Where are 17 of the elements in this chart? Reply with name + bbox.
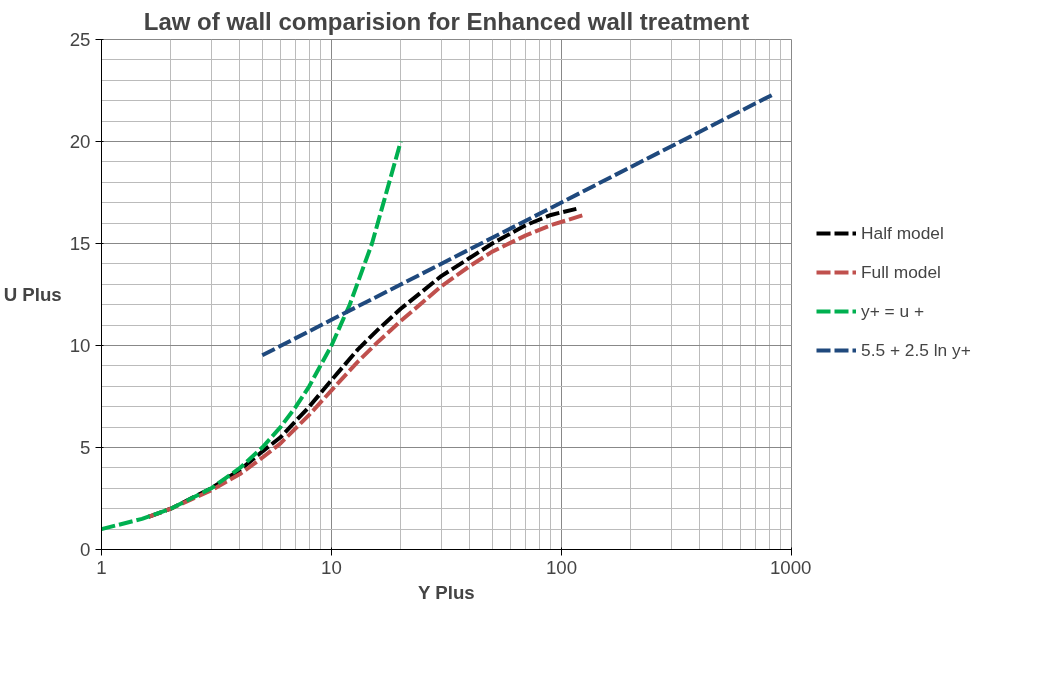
x-axis-title: Y Plus (417, 581, 475, 603)
x-tick-label: 1000 (770, 556, 812, 578)
y-axis-title: U Plus (3, 284, 62, 305)
y-tick-label: 20 (69, 131, 91, 152)
y-tick-label: 5 (80, 437, 91, 458)
x-tick-label: 1 (96, 556, 107, 578)
x-tick-label: 100 (545, 556, 578, 578)
y-tick-label: 10 (69, 335, 91, 356)
chart-title: Law of wall comparision for Enhanced wall treatment (143, 7, 750, 35)
x-tick-label: 10 (321, 556, 342, 578)
legend-label: 5.5 + 2.5 ln y+ (861, 339, 971, 361)
legend-label: Full model (861, 261, 941, 283)
y-tick-label: 25 (69, 29, 91, 50)
legend-label: Half model (861, 222, 944, 244)
y-tick-label: 0 (80, 539, 91, 560)
y-tick-label: 15 (69, 233, 91, 254)
legend-label: y+ = u + (861, 300, 925, 322)
